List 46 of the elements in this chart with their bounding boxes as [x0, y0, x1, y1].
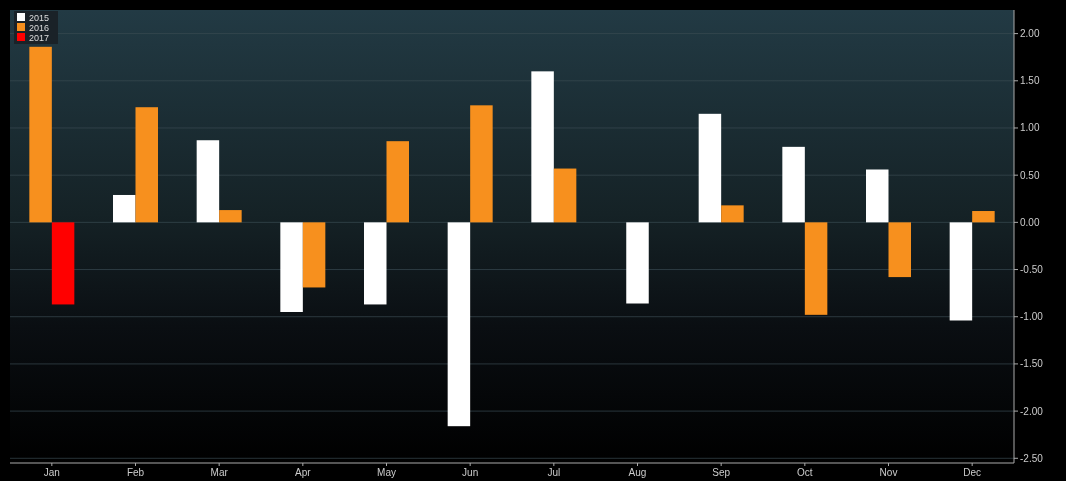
y-tick-label: -1.50	[1020, 358, 1044, 370]
bar	[698, 113, 722, 223]
y-tick-label: -2.00	[1020, 405, 1044, 417]
x-tick-label: Jul	[547, 467, 561, 478]
x-tick-label: Oct	[797, 467, 813, 478]
y-tick-label: 0.00	[1020, 216, 1040, 228]
bar	[280, 222, 303, 312]
x-tick-label: May	[377, 467, 396, 478]
y-tick-label: -2.50	[1020, 452, 1044, 464]
x-tick-label: Jan	[43, 467, 60, 478]
y-tick-label: -1.00	[1020, 311, 1044, 323]
y-tick-label: 2.00	[1020, 28, 1040, 40]
x-tick-label: Jun	[462, 467, 479, 478]
bar	[51, 222, 75, 305]
bar	[866, 169, 889, 223]
bar	[804, 222, 828, 315]
y-tick-label: 1.00	[1020, 122, 1040, 134]
bar	[721, 205, 744, 223]
bar	[135, 107, 158, 223]
legend-label: 2016	[29, 22, 50, 33]
legend-label: 2015	[29, 12, 50, 23]
bar	[531, 71, 554, 223]
x-tick-label: Mar	[210, 467, 229, 478]
x-tick-label: Aug	[628, 467, 647, 478]
bar	[782, 146, 805, 223]
bar	[196, 140, 220, 223]
bar	[949, 222, 973, 321]
bar	[888, 222, 911, 278]
y-tick-label: 1.50	[1020, 75, 1040, 87]
x-tick-label: Feb	[126, 467, 145, 478]
bar	[972, 211, 995, 223]
y-tick-label: 0.50	[1020, 169, 1040, 181]
bar	[470, 105, 493, 223]
bar	[386, 141, 409, 223]
bar	[113, 194, 136, 223]
bar	[219, 210, 242, 223]
y-tick-label: -0.50	[1020, 264, 1044, 276]
bar	[364, 222, 387, 305]
x-tick-label: Dec	[963, 467, 982, 478]
x-tick-label: Nov	[879, 467, 898, 478]
bar	[553, 168, 577, 223]
x-tick-label: Sep	[712, 467, 731, 478]
bar	[447, 222, 471, 427]
bar	[302, 222, 326, 288]
x-tick-label: Apr	[295, 467, 312, 478]
legend-label: 2017	[29, 32, 50, 43]
